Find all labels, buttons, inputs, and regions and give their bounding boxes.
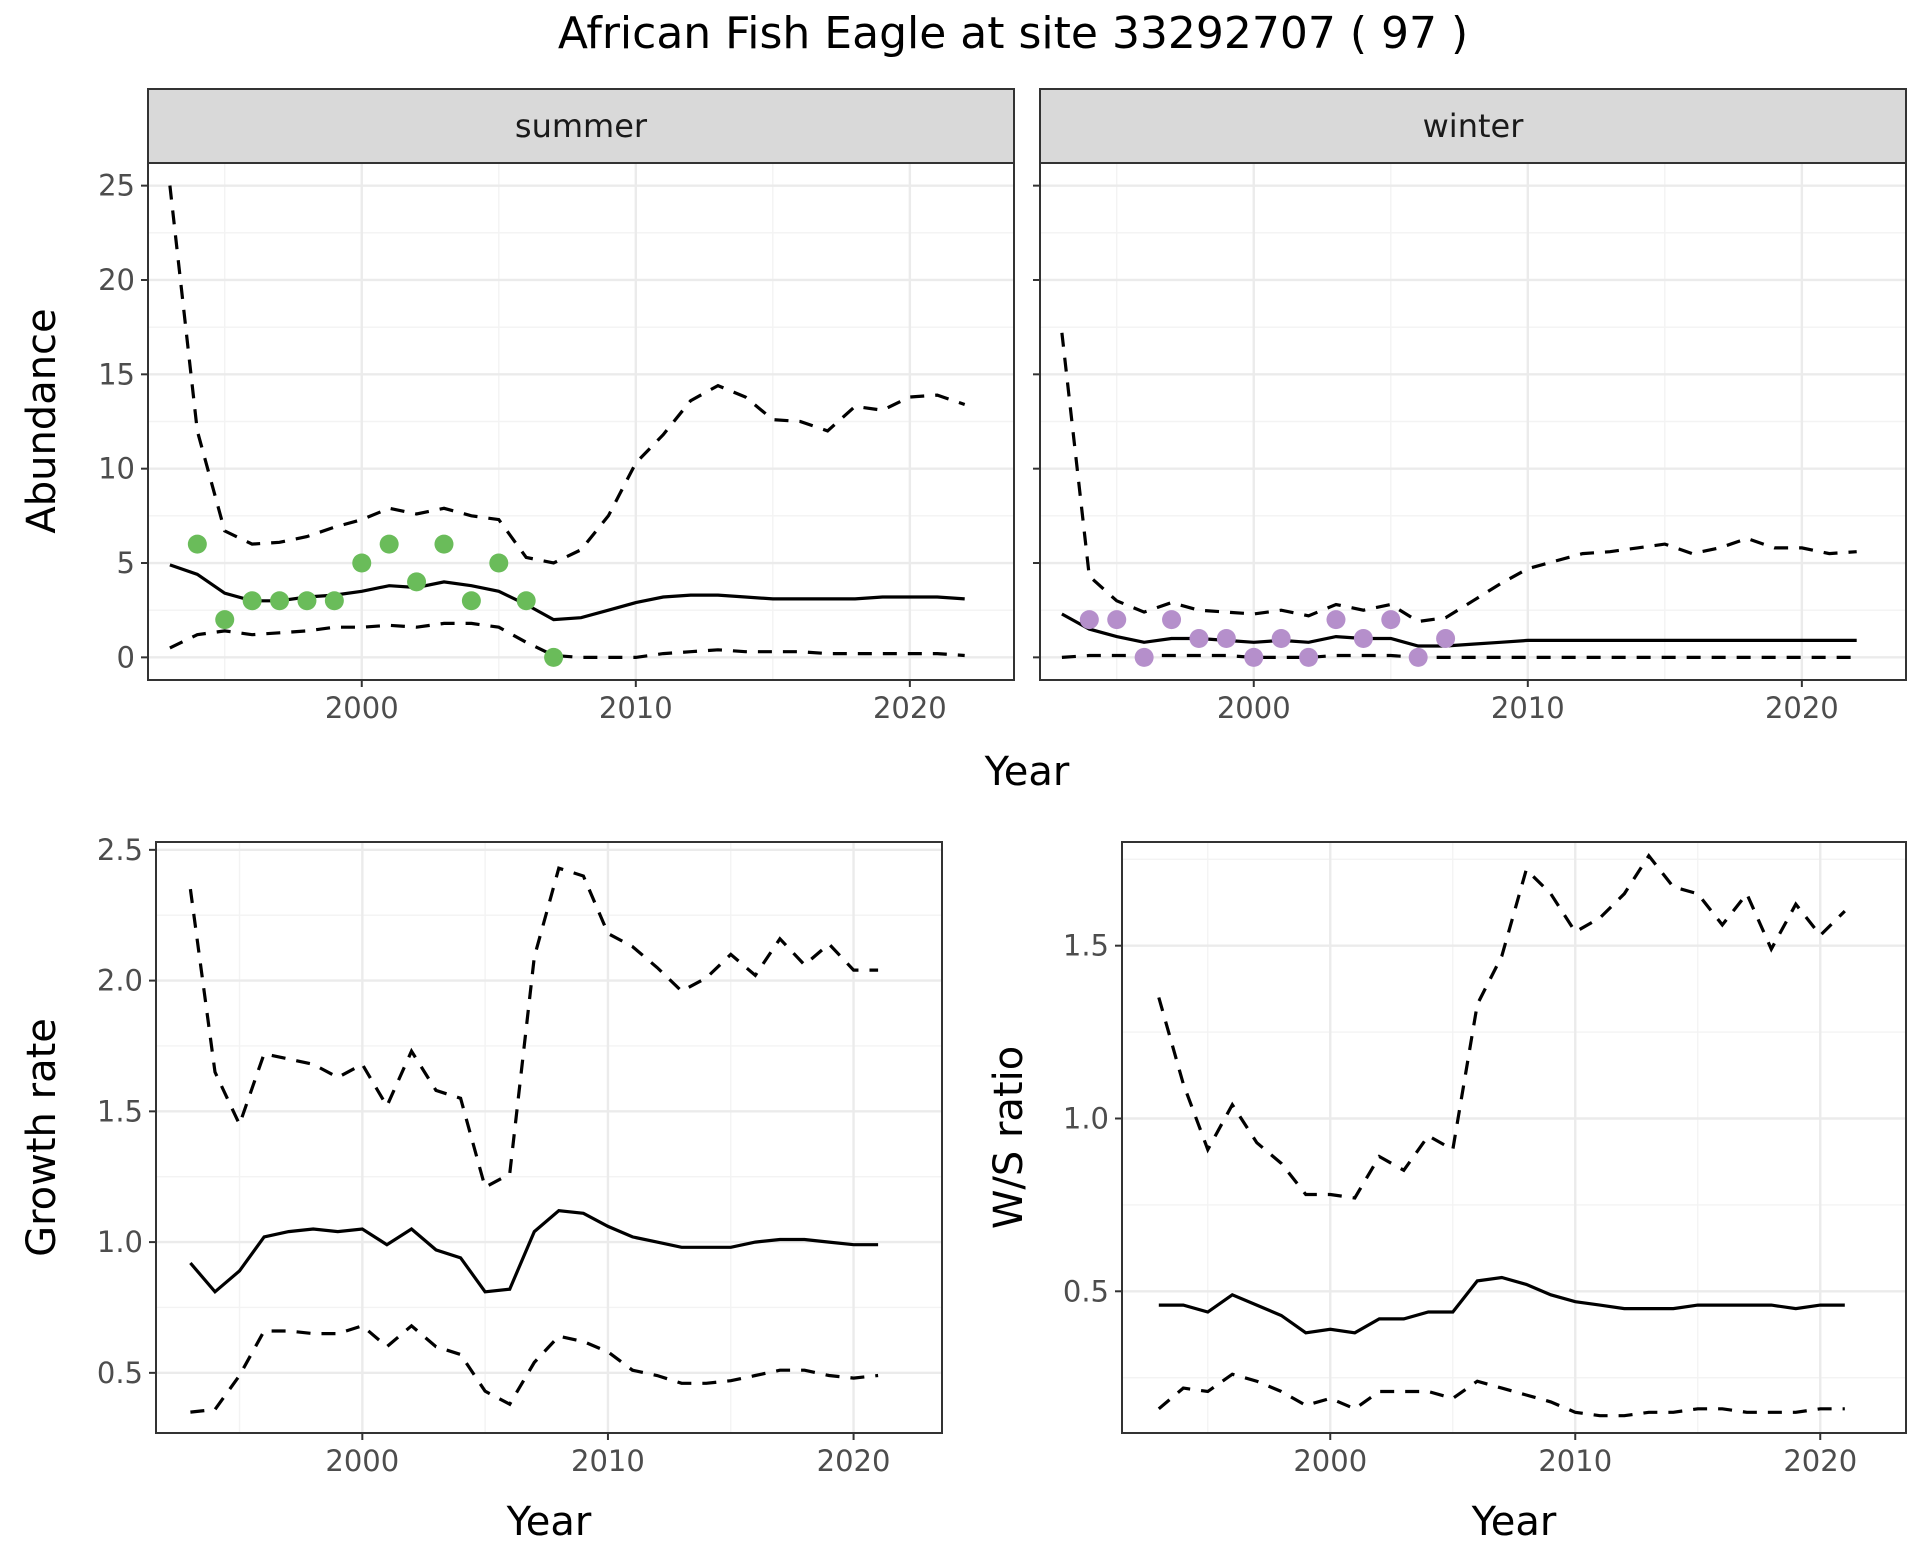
facet-strip (1039, 88, 1907, 164)
y-axis-title: Abundance (19, 308, 65, 533)
mean-line (1061, 612, 1857, 648)
x-tick-label: 2000 (325, 691, 399, 725)
upper-bound-line (168, 185, 966, 565)
y-tick-label: 5 (117, 546, 135, 580)
observed-point (489, 553, 509, 573)
y-tick-label: 1.5 (1063, 929, 1109, 963)
x-tick-label: 2000 (1293, 1444, 1367, 1478)
y-tick-label: 1.0 (1063, 1101, 1109, 1135)
observed-point (516, 591, 536, 611)
y-tick-label: 10 (98, 452, 135, 486)
figure-title: African Fish Eagle at site 33292707 ( 97… (558, 8, 1468, 59)
mean-line (169, 563, 965, 622)
x-tick-label: 2020 (1765, 691, 1839, 725)
observed-point (1244, 647, 1264, 667)
observed-point (1353, 628, 1373, 648)
panel-winter: winter 2000 2010 2020 (1033, 88, 1907, 725)
observed-point (1436, 628, 1456, 648)
observed-point (242, 591, 262, 611)
observed-point (1381, 610, 1401, 630)
y-tick-label: 0.5 (97, 1356, 143, 1390)
observed-point (1299, 647, 1319, 667)
panel-border (1121, 841, 1907, 1434)
upper-bound-line (1157, 853, 1846, 1200)
y-tick-label: 0.5 (1063, 1274, 1109, 1308)
y-tick-label: 2.0 (97, 964, 143, 998)
y-tick-label: 2.5 (97, 833, 143, 867)
y-tick-label: 1.5 (97, 1094, 143, 1128)
x-axis-title: Year (506, 1499, 592, 1545)
panel-summer: summer 2000 2010 2020 0 5 10 15 20 25 (98, 88, 1015, 725)
upper-bound-line (1060, 332, 1857, 624)
lower-bound-line (1061, 653, 1857, 659)
observed-point (1408, 647, 1428, 667)
x-tick-label: 2000 (1217, 691, 1291, 725)
panel-border (155, 841, 943, 1434)
lower-bound-line (190, 1323, 879, 1414)
observed-point (187, 534, 207, 554)
observed-point (434, 534, 454, 554)
x-tick-label: 2010 (599, 691, 673, 725)
y-tick-label: 25 (98, 169, 135, 203)
facet-strip (147, 88, 1015, 164)
observed-point (1107, 610, 1127, 630)
y-tick-label: 0 (117, 640, 135, 674)
observed-point (379, 534, 399, 554)
observed-point (297, 591, 317, 611)
y-tick-label: 20 (98, 263, 135, 297)
x-tick-label: 2010 (1538, 1444, 1612, 1478)
facet-strip-label: winter (1423, 107, 1525, 145)
observed-point (324, 591, 344, 611)
observed-point (352, 553, 372, 573)
observed-point (544, 647, 564, 667)
observed-point (1162, 610, 1182, 630)
observed-point (1271, 628, 1291, 648)
x-axis-title: Year (1471, 1499, 1557, 1545)
x-tick-label: 2020 (1783, 1444, 1857, 1478)
x-tick-label: 2020 (817, 1444, 891, 1478)
mean-line (1158, 1275, 1845, 1335)
observed-point (1079, 610, 1099, 630)
x-tick-label: 2010 (571, 1444, 645, 1478)
observed-point (270, 591, 290, 611)
lower-bound-line (169, 621, 965, 659)
x-tick-label: 2020 (873, 691, 947, 725)
observed-point (1189, 628, 1209, 648)
observed-point (215, 610, 235, 630)
y-axis-title: Growth rate (19, 1018, 65, 1257)
x-tick-label: 2010 (1491, 691, 1565, 725)
ws-ratio-chart: 2000 2010 2020 0.5 1.0 1.5 Year W/S ratio (986, 841, 1907, 1545)
observed-point (1134, 647, 1154, 667)
abundance-chart: summer 2000 2010 2020 0 5 10 15 20 25 winter 2000 20… (19, 88, 1907, 795)
y-tick-label: 1.0 (97, 1225, 143, 1259)
growth-rate-chart: 2000 2010 2020 0.5 1.0 1.5 2.0 2.5 Year Growth ra… (19, 833, 943, 1545)
lower-bound-line (1157, 1372, 1845, 1418)
mean-line (189, 1209, 879, 1295)
y-axis-title: W/S ratio (986, 1046, 1032, 1229)
y-tick-label: 15 (98, 357, 135, 391)
x-axis-title: Year (984, 749, 1070, 795)
upper-bound-line (188, 866, 879, 1190)
x-tick-label: 2000 (325, 1444, 399, 1478)
observed-point (461, 591, 481, 611)
observed-point (407, 572, 427, 592)
facet-strip-label: summer (515, 107, 648, 145)
observed-point (1326, 610, 1346, 630)
observed-point (1216, 628, 1236, 648)
